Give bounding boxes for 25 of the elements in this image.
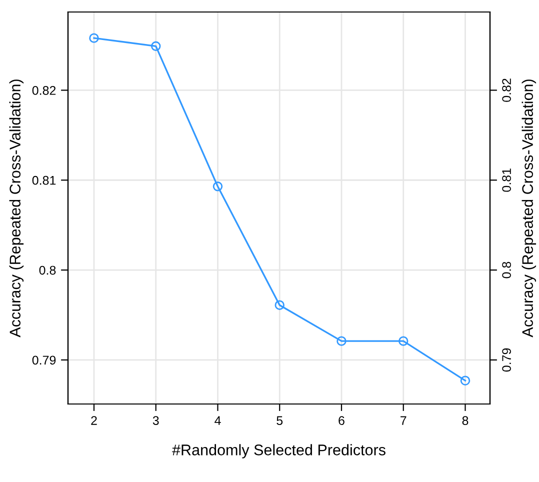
x-tick-label: 6 xyxy=(338,416,344,425)
y2-tick-label: 0.81 xyxy=(502,168,511,192)
y2-axis-title: Accuracy (Repeated Cross-Validation) xyxy=(522,80,536,338)
x-tick-label: 3 xyxy=(152,416,159,425)
x-tick-label: 4 xyxy=(214,416,221,425)
point xyxy=(336,336,346,346)
x-tick-label: 7 xyxy=(400,416,406,425)
point xyxy=(89,33,99,43)
y-axis-title: Accuracy (Repeated Cross-Validation) xyxy=(9,80,24,338)
point xyxy=(460,376,470,386)
point xyxy=(398,336,408,346)
x-tick-label: 8 xyxy=(462,416,468,425)
point xyxy=(274,300,284,310)
point xyxy=(212,182,223,192)
y-tick-label: 0.8 xyxy=(39,266,56,275)
y2-tick-label: 0.82 xyxy=(502,78,511,102)
y2-tick-label: 0.79 xyxy=(502,348,511,372)
y2-tick-label: 0.8 xyxy=(502,262,511,278)
point xyxy=(151,41,161,52)
x-axis-title: #Randomly Selected Predictors xyxy=(172,444,386,458)
y-tick-label: 0.79 xyxy=(32,356,56,365)
y-tick-label: 0.82 xyxy=(32,86,56,95)
x-tick-label: 5 xyxy=(276,416,283,425)
x-tick-label: 2 xyxy=(91,416,97,425)
y-tick-label: 0.81 xyxy=(32,176,56,185)
